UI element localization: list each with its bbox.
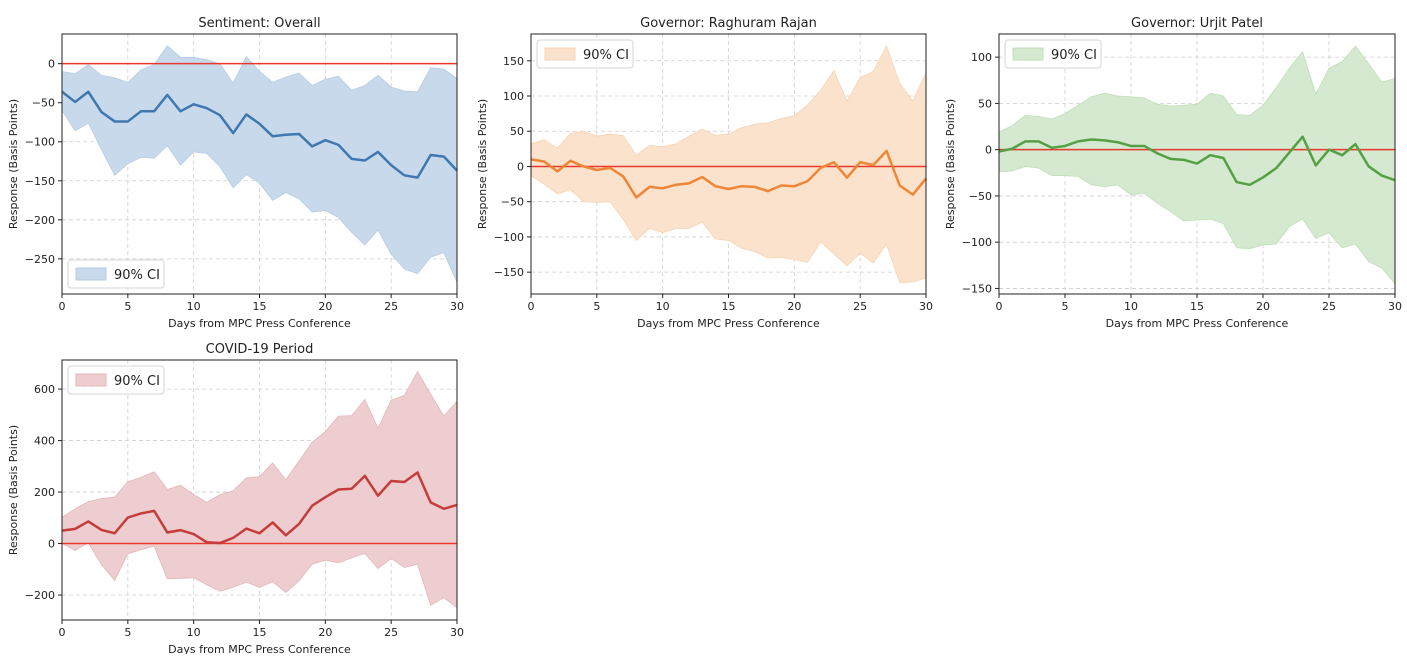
x-tick-label: 15 — [722, 300, 736, 313]
y-tick-label: −50 — [32, 97, 55, 110]
y-axis-label: Response (Basis Points) — [7, 99, 20, 229]
x-tick-label: 20 — [318, 626, 332, 639]
y-tick-label: −150 — [494, 266, 524, 279]
legend-swatch — [76, 268, 106, 280]
subplot-title: Sentiment: Overall — [198, 16, 320, 31]
x-tick-label: 5 — [593, 300, 600, 313]
x-tick-label: 5 — [124, 626, 131, 639]
subplot-1: 0 5 10 15 20 25 30 −250 −200 −150 −100 −50 0 Sentimen… — [7, 16, 464, 330]
x-tick-label: 5 — [1062, 300, 1069, 313]
y-tick-label: −200 — [25, 589, 55, 602]
subplot-3: 0 5 10 15 20 25 30 −150 −100 −50 0 50 100 Governor: U… — [944, 16, 1402, 330]
legend-swatch — [545, 48, 575, 60]
x-tick-label: 10 — [656, 300, 670, 313]
y-tick-label: −200 — [25, 214, 55, 227]
subplot-title: COVID-19 Period — [206, 342, 314, 357]
x-axis-label: Days from MPC Press Conference — [637, 317, 820, 330]
y-tick-label: 0 — [48, 538, 55, 551]
x-tick-label: 25 — [384, 626, 398, 639]
legend-label: 90% CI — [114, 374, 160, 389]
ci-band — [999, 46, 1395, 284]
y-tick-label: 0 — [517, 160, 524, 173]
y-tick-label: −250 — [25, 253, 55, 266]
y-tick-label: 150 — [503, 55, 524, 68]
x-tick-label: 10 — [1124, 300, 1138, 313]
y-tick-label: −100 — [962, 236, 992, 249]
y-tick-label: 0 — [985, 144, 992, 157]
x-tick-label: 20 — [318, 300, 332, 313]
x-tick-label: 10 — [187, 300, 201, 313]
subplot-title: Governor: Raghuram Rajan — [640, 16, 817, 31]
x-tick-label: 15 — [253, 300, 267, 313]
y-tick-label: −50 — [969, 190, 992, 203]
x-tick-label: 15 — [1190, 300, 1204, 313]
legend-label: 90% CI — [114, 268, 160, 283]
x-tick-label: 20 — [1256, 300, 1270, 313]
x-tick-label: 30 — [450, 626, 464, 639]
y-tick-label: −100 — [25, 136, 55, 149]
y-tick-label: 100 — [503, 90, 524, 103]
x-tick-label: 10 — [187, 626, 201, 639]
subplot-title: Governor: Urjit Patel — [1131, 16, 1263, 31]
y-tick-label: 600 — [34, 383, 55, 396]
x-tick-label: 25 — [1322, 300, 1336, 313]
legend: 90% CI — [537, 40, 633, 68]
x-tick-label: 15 — [253, 626, 267, 639]
ci-band — [62, 372, 457, 608]
x-tick-label: 30 — [450, 300, 464, 313]
y-tick-label: −100 — [494, 231, 524, 244]
y-axis-label: Response (Basis Points) — [476, 99, 489, 229]
x-tick-label: 30 — [919, 300, 933, 313]
legend: 90% CI — [68, 366, 164, 394]
y-tick-label: 50 — [978, 97, 992, 110]
x-tick-label: 25 — [384, 300, 398, 313]
subplot-2: 0 5 10 15 20 25 30 −150 −100 −50 0 50 100 150 Governor… — [476, 16, 933, 330]
x-axis-label: Days from MPC Press Conference — [168, 317, 351, 330]
legend: 90% CI — [1005, 40, 1101, 68]
x-axis-label: Days from MPC Press Conference — [1106, 317, 1289, 330]
y-tick-label: −150 — [962, 282, 992, 295]
legend-label: 90% CI — [1051, 48, 1097, 63]
y-tick-label: 0 — [48, 58, 55, 71]
x-tick-label: 0 — [996, 300, 1003, 313]
x-tick-label: 5 — [124, 300, 131, 313]
x-axis-label: Days from MPC Press Conference — [168, 643, 351, 654]
y-tick-label: 400 — [34, 435, 55, 448]
y-tick-label: 100 — [971, 51, 992, 64]
y-tick-label: −150 — [25, 175, 55, 188]
y-axis-label: Response (Basis Points) — [944, 99, 957, 229]
subplot-4: 0 5 10 15 20 25 30 −200 0 200 400 600 COVID-19 Perio… — [7, 342, 464, 654]
legend-label: 90% CI — [583, 48, 629, 63]
x-tick-label: 0 — [528, 300, 535, 313]
x-tick-label: 25 — [853, 300, 867, 313]
y-tick-label: 200 — [34, 486, 55, 499]
x-tick-label: 0 — [59, 626, 66, 639]
y-tick-label: −50 — [501, 196, 524, 209]
y-axis-label: Response (Basis Points) — [7, 425, 20, 555]
y-tick-label: 50 — [510, 125, 524, 138]
x-tick-label: 0 — [59, 300, 66, 313]
legend-swatch — [1013, 48, 1043, 60]
legend: 90% CI — [68, 260, 164, 288]
legend-swatch — [76, 374, 106, 386]
x-tick-label: 20 — [787, 300, 801, 313]
x-tick-label: 30 — [1388, 300, 1402, 313]
